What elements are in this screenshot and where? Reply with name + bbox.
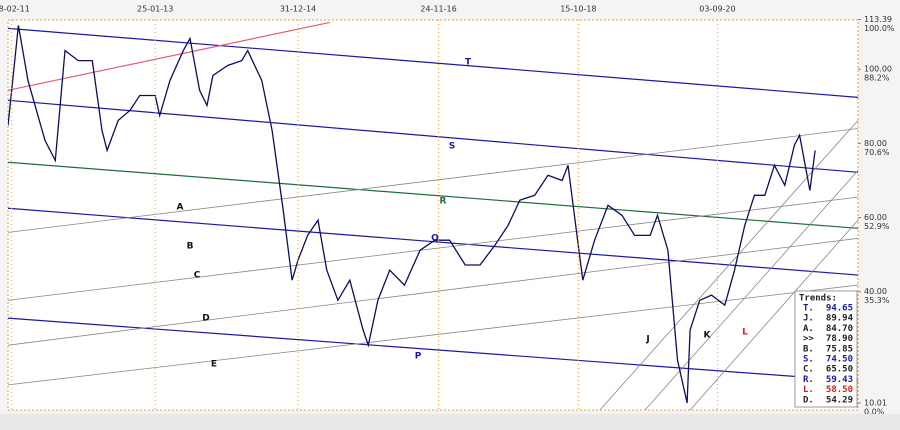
trend-label: J [645, 335, 649, 345]
trend-value: 54.29 [826, 395, 853, 405]
trend-label: A [177, 203, 184, 213]
trend-key: J. [803, 314, 814, 324]
y-pct-label: 88.2% [864, 74, 890, 83]
trends-title: Trends: [799, 294, 837, 304]
trend-key: B. [803, 344, 814, 354]
trend-label: P [415, 352, 422, 362]
trend-label: B [187, 242, 194, 252]
trend-line [8, 317, 858, 382]
trend-value: 84.70 [826, 324, 853, 334]
trend-line [599, 120, 858, 410]
trend-label: R [440, 197, 447, 207]
trend-label: Q [431, 234, 439, 244]
trend-line [8, 196, 858, 301]
x-tick-label: 18-02-11 [0, 5, 30, 14]
price-line [8, 25, 816, 404]
trend-key: D. [803, 395, 814, 405]
trend-value: 59.43 [826, 375, 853, 385]
trend-key: S. [803, 355, 814, 365]
trend-key: L. [803, 385, 814, 395]
plot-area [7, 19, 859, 411]
trend-line [8, 99, 858, 173]
trend-label: E [211, 360, 217, 370]
trend-key: R. [803, 375, 814, 385]
trend-value: 78.90 [826, 334, 853, 344]
x-tick-label: 25-01-13 [137, 5, 173, 14]
trend-label: S [449, 142, 455, 152]
trend-key: C. [803, 365, 814, 375]
y-tick-label: 60.00 [864, 213, 887, 222]
y-tick-label: 10.01 [864, 399, 887, 408]
annotations: 18-02-11 25-01-13 31-12-14 24-11-16 15-10-18… [0, 5, 895, 417]
trend-value: 74.50 [826, 355, 853, 365]
trend-label: D [202, 314, 209, 324]
trend-label: K [704, 331, 712, 341]
trend-value: 75.85 [826, 344, 853, 354]
y-tick-label: 40.00 [864, 287, 887, 296]
trend-line [8, 128, 858, 233]
y-tick-label: 80.00 [864, 139, 887, 148]
y-tick-label: 113.39 [864, 15, 892, 24]
trend-key: A. [803, 324, 814, 334]
trend-line [8, 284, 858, 386]
trend-line [644, 170, 858, 410]
trend-key: T. [803, 304, 814, 314]
status-bar [0, 414, 900, 430]
x-tick-label: 24-11-16 [420, 5, 456, 14]
trend-label: T [465, 58, 472, 68]
x-tick-label: 31-12-14 [280, 5, 316, 14]
y-pct-label: 0.0% [864, 408, 885, 417]
trend-value: 89.94 [826, 314, 854, 324]
x-tick-label: 03-09-20 [699, 5, 735, 14]
trend-line [8, 161, 858, 229]
trend-value: 65.50 [826, 365, 853, 375]
trend-key: >> [803, 334, 814, 344]
x-tick-label: 15-10-18 [560, 5, 596, 14]
trend-label: L [742, 328, 748, 338]
trend-line [689, 219, 858, 410]
trend-value: 94.65 [826, 304, 853, 314]
trend-line [8, 27, 858, 98]
plot-lines [8, 21, 858, 410]
trend-value: 58.50 [826, 385, 853, 395]
y-pct-label: 52.9% [864, 222, 890, 231]
trends-box-bg [794, 290, 858, 408]
y-pct-label: 70.6% [864, 148, 890, 157]
y-tick-label: 100.00 [864, 65, 892, 74]
y-pct-label: 35.3% [864, 296, 890, 305]
trend-line [8, 21, 330, 91]
trend-label: C [194, 271, 201, 281]
trends-box: Trends:T. 94.65 J. 89.94 A. 84.70 >> 78.90 B. 75.… [794, 290, 858, 408]
y-pct-label: 100.0% [864, 24, 895, 33]
trend-line [8, 237, 858, 346]
